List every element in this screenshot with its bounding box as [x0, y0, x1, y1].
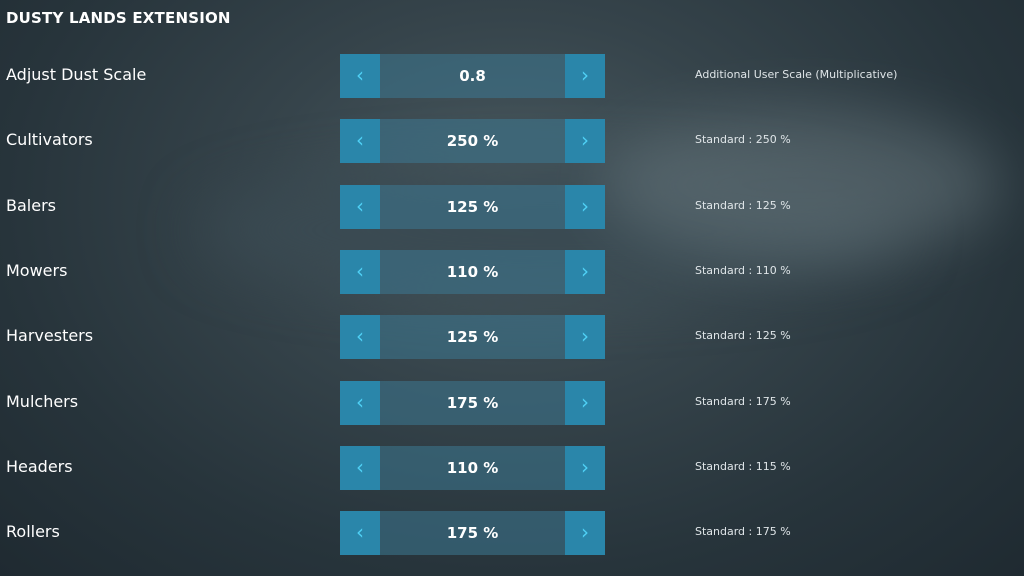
chevron-left-icon: ‹	[356, 520, 364, 545]
chevron-right-icon: ›	[581, 520, 589, 545]
setting-value: 110 %	[446, 458, 499, 477]
setting-label: Harvesters	[6, 326, 94, 346]
decrease-button[interactable]: ‹	[340, 119, 380, 164]
setting-description: Standard : 110 %	[695, 263, 791, 277]
decrease-button[interactable]: ‹	[340, 445, 380, 490]
chevron-right-icon: ›	[581, 63, 589, 87]
setting-label: Adjust Dust Scale	[6, 65, 147, 84]
setting-label: Cultivators	[6, 130, 93, 150]
decrease-button[interactable]: ‹	[340, 54, 380, 98]
increase-button[interactable]: ›	[565, 445, 605, 490]
chevron-left-icon: ‹	[356, 63, 364, 87]
setting-row: Rollers ‹ 175 % › Standard : 175 %	[0, 511, 1024, 556]
setting-value: 125 %	[446, 197, 499, 216]
chevron-right-icon: ›	[581, 258, 589, 283]
value-selector[interactable]: ‹ 0.8 ›	[340, 54, 605, 98]
decrease-button[interactable]: ‹	[340, 249, 380, 294]
increase-button[interactable]: ›	[565, 380, 605, 425]
increase-button[interactable]: ›	[565, 119, 605, 164]
chevron-left-icon: ‹	[356, 324, 364, 349]
setting-description: Standard : 250 %	[695, 133, 791, 147]
setting-row: Headers ‹ 110 % › Standard : 115 %	[0, 445, 1024, 490]
setting-value: 0.8	[459, 67, 486, 85]
chevron-right-icon: ›	[581, 128, 589, 153]
chevron-left-icon: ‹	[356, 193, 364, 218]
value-selector[interactable]: ‹ 125 % ›	[340, 315, 605, 360]
setting-value: 175 %	[446, 393, 499, 412]
setting-row: Harvesters ‹ 125 % › Standard : 125 %	[0, 315, 1024, 360]
value-selector[interactable]: ‹ 110 % ›	[340, 445, 605, 490]
decrease-button[interactable]: ‹	[340, 184, 380, 229]
setting-row: Cultivators ‹ 250 % › Standard : 250 %	[0, 119, 1024, 164]
chevron-right-icon: ›	[581, 193, 589, 218]
setting-row: Mulchers ‹ 175 % › Standard : 175 %	[0, 380, 1024, 425]
increase-button[interactable]: ›	[565, 315, 605, 360]
setting-label: Headers	[6, 456, 73, 476]
decrease-button[interactable]: ‹	[340, 380, 380, 425]
value-selector[interactable]: ‹ 175 % ›	[340, 380, 605, 425]
chevron-left-icon: ‹	[356, 128, 364, 153]
chevron-left-icon: ‹	[356, 258, 364, 283]
decrease-button[interactable]: ‹	[340, 511, 380, 556]
setting-description: Additional User Scale (Multiplicative)	[695, 68, 898, 81]
setting-label: Balers	[6, 195, 56, 215]
chevron-right-icon: ›	[581, 454, 589, 479]
increase-button[interactable]: ›	[565, 511, 605, 556]
value-selector[interactable]: ‹ 125 % ›	[340, 184, 605, 229]
setting-value: 175 %	[446, 524, 499, 543]
setting-value: 125 %	[446, 328, 499, 347]
increase-button[interactable]: ›	[565, 54, 605, 98]
setting-value: 250 %	[446, 132, 499, 151]
setting-label: Rollers	[6, 522, 60, 542]
value-selector[interactable]: ‹ 250 % ›	[340, 119, 605, 164]
chevron-right-icon: ›	[581, 389, 589, 414]
setting-row: Adjust Dust Scale ‹ 0.8 › Additional Use…	[0, 54, 1024, 98]
setting-description: Standard : 125 %	[695, 198, 791, 212]
chevron-left-icon: ‹	[356, 454, 364, 479]
chevron-left-icon: ‹	[356, 389, 364, 414]
setting-description: Standard : 175 %	[695, 525, 791, 539]
setting-label: Mulchers	[6, 391, 79, 411]
value-selector[interactable]: ‹ 175 % ›	[340, 511, 605, 556]
setting-value: 110 %	[446, 262, 499, 281]
value-selector[interactable]: ‹ 110 % ›	[340, 249, 605, 294]
chevron-right-icon: ›	[581, 324, 589, 349]
setting-label: Mowers	[6, 260, 68, 280]
increase-button[interactable]: ›	[565, 184, 605, 229]
setting-description: Standard : 115 %	[695, 459, 791, 473]
page-title: DUSTY LANDS EXTENSION	[6, 9, 231, 27]
setting-description: Standard : 125 %	[695, 329, 791, 343]
setting-description: Standard : 175 %	[695, 394, 791, 408]
decrease-button[interactable]: ‹	[340, 315, 380, 360]
setting-row: Balers ‹ 125 % › Standard : 125 %	[0, 184, 1024, 229]
background-blur	[600, 110, 1000, 260]
increase-button[interactable]: ›	[565, 249, 605, 294]
setting-row: Mowers ‹ 110 % › Standard : 110 %	[0, 249, 1024, 294]
